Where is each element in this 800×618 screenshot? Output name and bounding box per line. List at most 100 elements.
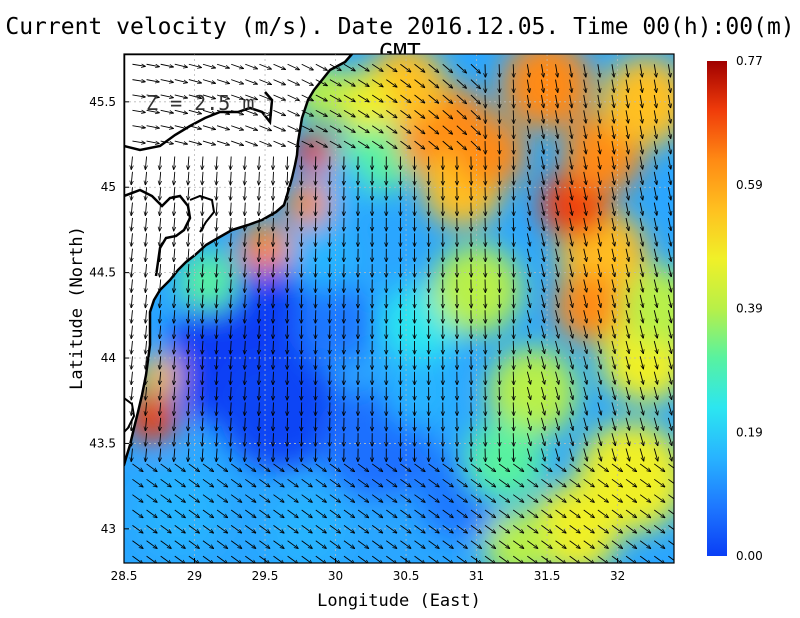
current-arrow (259, 494, 270, 503)
current-arrow (160, 171, 161, 185)
current-arrow (174, 248, 175, 262)
current-arrow (611, 187, 615, 200)
current-arrow (597, 356, 601, 369)
current-arrow (371, 63, 383, 71)
current-arrow (230, 402, 231, 415)
current-arrow (526, 187, 530, 200)
current-arrow (484, 540, 496, 549)
current-arrow (287, 140, 300, 146)
current-arrow (583, 371, 587, 385)
current-arrow (202, 371, 203, 385)
current-arrow (174, 340, 175, 354)
current-arrow (160, 325, 161, 339)
current-arrow (131, 448, 132, 462)
current-arrow (569, 156, 572, 169)
current-arrow (428, 140, 439, 149)
current-arrow (583, 263, 587, 277)
current-arrow (301, 478, 313, 487)
current-arrow (540, 294, 544, 308)
current-arrow (611, 248, 615, 262)
current-arrow (301, 509, 313, 518)
current-arrow (132, 509, 143, 518)
current-arrow (526, 248, 530, 262)
current-arrow (174, 325, 175, 339)
current-arrow (145, 325, 146, 339)
current-arrow (146, 109, 160, 112)
current-arrow (273, 371, 274, 385)
current-arrow (329, 525, 341, 533)
current-arrow (527, 94, 529, 108)
current-arrow (259, 63, 271, 69)
current-arrow (569, 325, 573, 339)
current-arrow (188, 448, 189, 462)
current-arrow (315, 525, 327, 533)
current-arrow (639, 171, 643, 185)
current-arrow (639, 340, 643, 354)
current-arrow (667, 340, 671, 354)
current-arrow (145, 417, 146, 431)
current-arrow (442, 525, 454, 533)
current-arrow (343, 63, 355, 71)
current-arrow (216, 187, 217, 200)
current-arrow (230, 494, 242, 503)
current-arrow (653, 340, 657, 354)
x-axis-ticks: 28.5 29 29.5 30 30.5 31 31.5 32 (111, 558, 625, 583)
current-arrow (273, 356, 274, 369)
current-arrow (583, 478, 595, 487)
current-arrow (188, 371, 189, 385)
current-arrow (202, 171, 203, 185)
current-arrow (668, 110, 670, 123)
current-arrow (160, 433, 161, 446)
current-arrow (526, 448, 531, 462)
current-arrow (653, 248, 657, 262)
current-arrow (400, 509, 411, 518)
current-arrow (484, 525, 496, 533)
current-arrow (584, 64, 586, 77)
current-arrow (216, 140, 229, 145)
current-arrow (653, 402, 657, 415)
current-arrow (202, 433, 203, 446)
current-arrow (625, 463, 637, 472)
current-arrow (259, 233, 260, 246)
current-arrow (273, 325, 274, 339)
colorbar: 0.77 0.59 0.39 0.19 0.00 (707, 54, 763, 563)
current-arrow (357, 494, 369, 503)
current-arrow (611, 478, 623, 487)
current-arrow (230, 171, 231, 185)
current-arrow (131, 233, 132, 246)
coastline (124, 54, 354, 467)
current-arrow (569, 141, 572, 154)
current-arrow (442, 79, 453, 88)
current-arrow (287, 233, 288, 246)
current-arrow (414, 94, 425, 103)
current-arrow (584, 110, 586, 123)
current-arrow (470, 463, 482, 472)
current-arrow (526, 433, 531, 446)
current-arrow (667, 202, 671, 216)
current-arrow (583, 248, 587, 262)
current-arrow (371, 140, 383, 148)
current-arrow (555, 509, 567, 518)
current-arrow (498, 478, 510, 487)
current-arrow (667, 386, 671, 400)
current-arrow (400, 494, 411, 503)
current-arrow (343, 525, 355, 533)
current-arrow (555, 494, 567, 503)
current-arrow (442, 509, 454, 518)
current-arrow (160, 494, 172, 503)
current-arrow (556, 110, 558, 123)
current-arrow (357, 463, 369, 472)
current-arrow (611, 356, 615, 369)
current-arrow (188, 310, 189, 323)
current-arrow (555, 325, 559, 339)
current-arrow (259, 125, 271, 131)
current-arrow (174, 79, 188, 83)
current-arrow (202, 340, 203, 354)
current-arrow (526, 171, 530, 185)
current-arrow (541, 125, 543, 139)
current-arrow (188, 156, 189, 169)
current-arrow (259, 156, 260, 169)
current-arrow (230, 448, 231, 462)
current-arrow (131, 264, 132, 277)
current-arrow (668, 125, 670, 139)
